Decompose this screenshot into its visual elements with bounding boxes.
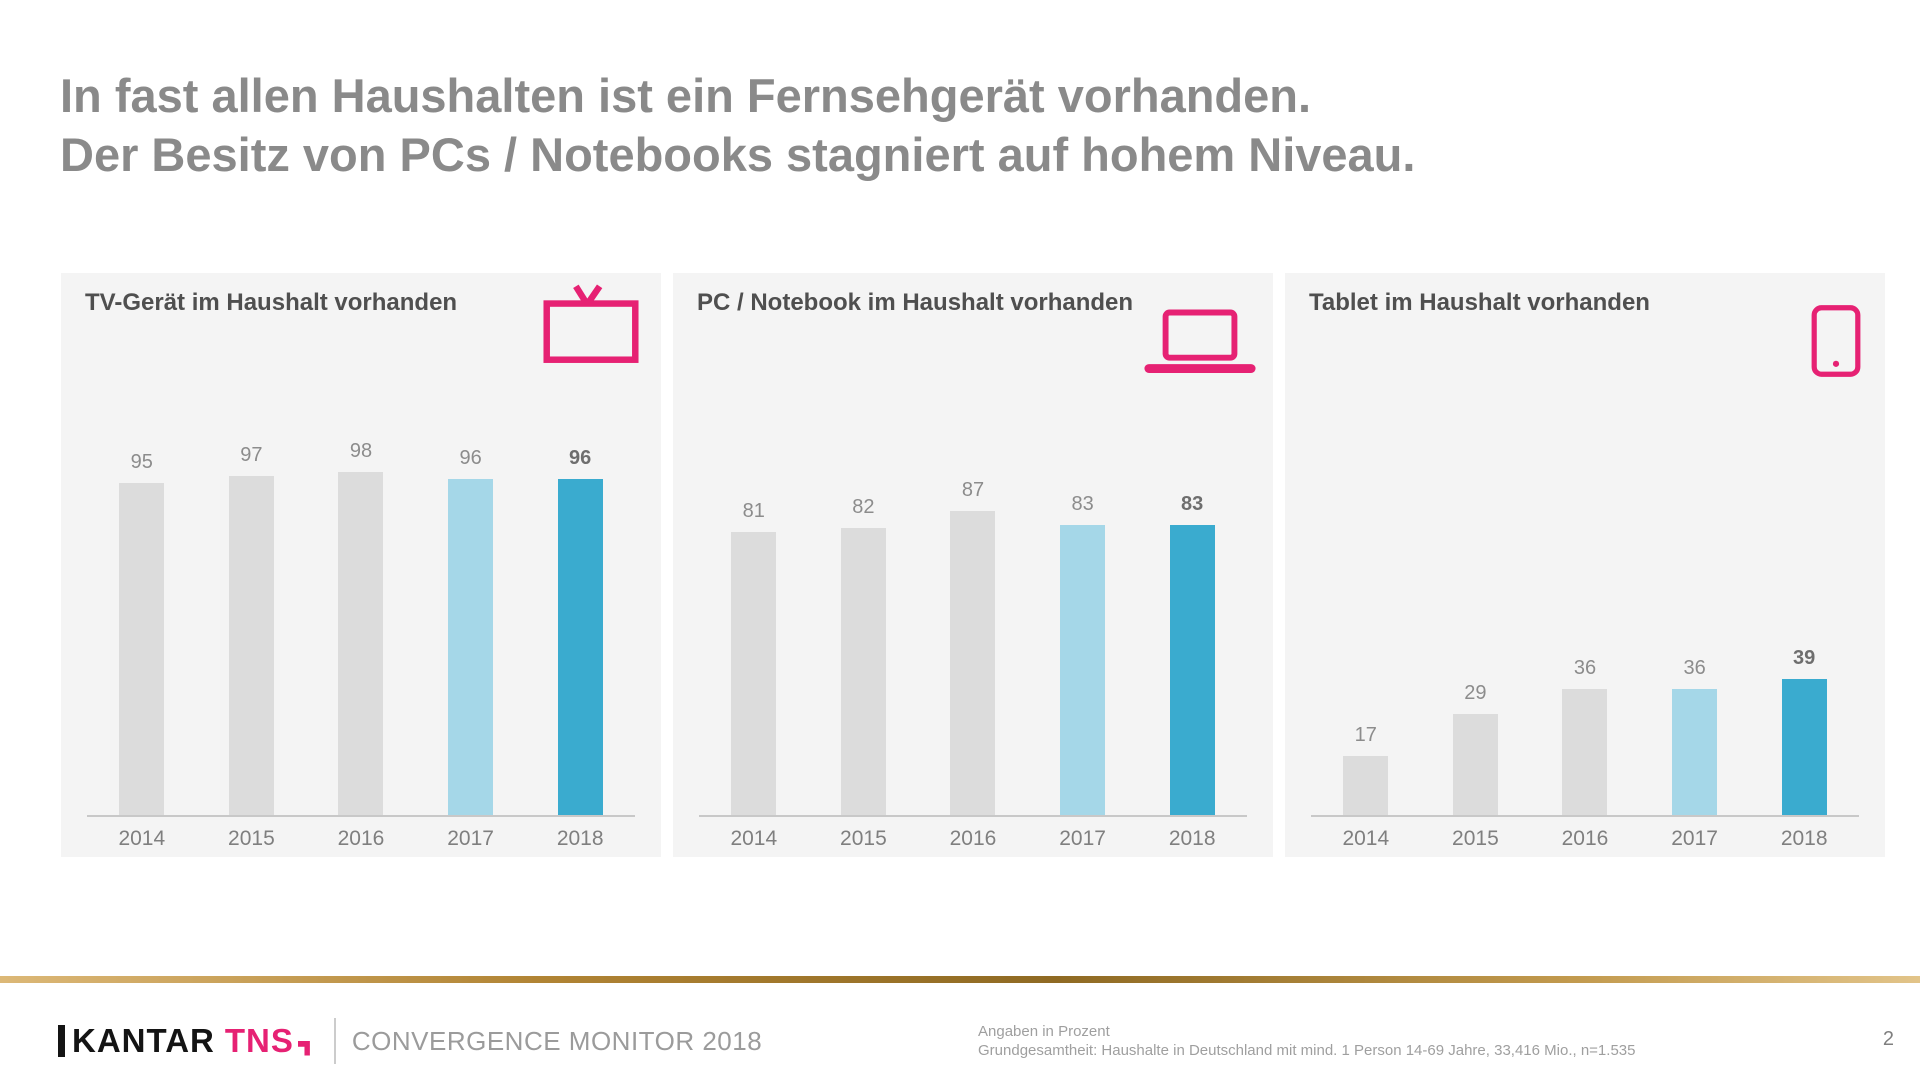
tv-icon	[537, 283, 645, 368]
axis-year-label: 2018	[1168, 827, 1216, 850]
bar-group: 36	[1640, 657, 1750, 815]
bar-value-label: 36	[1573, 657, 1597, 679]
axis-year-label: 2016	[1561, 827, 1609, 850]
axis-year-label: 2018	[1780, 827, 1828, 850]
bar-value-label: 29	[1464, 681, 1487, 704]
tablet-icon	[1809, 303, 1863, 384]
bar-2015	[840, 528, 886, 815]
bar-2016	[1562, 689, 1608, 815]
bar-value-label: 98	[349, 440, 373, 462]
bar-2016	[338, 472, 384, 815]
laptop-icon	[1141, 307, 1259, 382]
bar-2016	[950, 510, 996, 815]
kantar-logo-bar	[58, 1025, 65, 1057]
bar-group: 96	[525, 447, 635, 815]
bar-value-label: 82	[852, 496, 875, 518]
bar-2015	[1452, 713, 1498, 815]
axis-year-label: 2014	[730, 827, 778, 850]
bar-2018	[1169, 524, 1215, 815]
bar-value-label: 17	[1354, 723, 1377, 746]
chart-title: Tablet im Haushalt vorhanden	[1309, 289, 1650, 316]
bar-value-label: 96	[459, 447, 482, 469]
slide-title: In fast allen Haushalten ist ein Fernseh…	[60, 66, 1415, 184]
years: 2014 2015 2016 2017 2018	[87, 827, 635, 851]
slide-title-line1: In fast allen Haushalten ist ein Fernseh…	[60, 69, 1312, 122]
footnote: Angaben in Prozent Grundgesamtheit: Haus…	[978, 1022, 1635, 1060]
bar-2018	[1781, 678, 1827, 815]
kantar-logo-text: KANTAR	[72, 1022, 215, 1059]
footer-gold-divider	[0, 976, 1920, 983]
axis-year-label: 2017	[1059, 827, 1106, 850]
axis-year-label: 2015	[840, 827, 887, 850]
axis-year-label: 2018	[556, 827, 604, 850]
axis-year-label: 2017	[1671, 827, 1718, 850]
bar-2014	[731, 531, 777, 815]
bar-2018	[557, 479, 603, 815]
bar-value-label: 97	[240, 443, 263, 466]
bar-value-label: 81	[742, 499, 765, 522]
bar-value-label: 36	[1683, 657, 1706, 679]
tns-logo-text: TNS	[224, 1022, 294, 1059]
bar-value-label: 83	[1181, 492, 1204, 515]
bar-group: 98	[306, 440, 416, 815]
chart-title: PC / Notebook im Haushalt vorhanden	[697, 289, 1134, 316]
bar-group: 39	[1749, 646, 1859, 815]
chart-panel-pc: PC / Notebook im Haushalt vorhanden 81 82…	[673, 273, 1273, 857]
years: 2014 2015 2016 2017 2018	[1311, 827, 1859, 851]
footnote-line2: Grundgesamtheit: Haushalte in Deutschlan…	[978, 1042, 1636, 1059]
bar-group: 81	[699, 499, 809, 815]
page-number: 2	[1882, 1028, 1894, 1050]
bar-group: 82	[809, 496, 919, 815]
chart-panel-tv: TV-Gerät im Haushalt vorhanden 95 97 98 96 9…	[61, 273, 661, 857]
bar-2017	[1060, 524, 1106, 815]
bar-group: 97	[197, 443, 307, 815]
bar-group: 17	[1311, 723, 1421, 815]
bar-group: 36	[1530, 657, 1640, 815]
bar-2014	[1343, 755, 1389, 815]
footer-vertical-divider	[333, 1018, 336, 1064]
bar-group: 29	[1421, 681, 1531, 815]
tns-logo-flag-icon	[297, 1040, 310, 1056]
chart-title: TV-Gerät im Haushalt vorhanden	[85, 289, 458, 316]
footer-subtitle: CONVERGENCE MONITOR 2018	[351, 1025, 763, 1056]
bar-2014	[119, 482, 165, 815]
axis-year-label: 2016	[949, 827, 997, 850]
bar-group: 83	[1028, 492, 1138, 815]
years: 2014 2015 2016 2017 2018	[699, 827, 1247, 851]
footer-brand: KANTAR TNS CONVERGENCE MONITOR 2018	[58, 1018, 762, 1064]
bar-value-label: 96	[569, 447, 592, 469]
bars: 81 82 87 83 83	[699, 395, 1247, 817]
bars: 17 29 36 36 39	[1311, 395, 1859, 817]
axis-year-label: 2015	[228, 827, 275, 850]
bar-value-label: 87	[961, 478, 985, 501]
bar-value-label: 39	[1793, 646, 1816, 669]
bar-2017	[448, 479, 494, 815]
bar-2015	[228, 475, 274, 815]
bar-2017	[1672, 689, 1718, 815]
axis-year-label: 2014	[1342, 827, 1390, 850]
bar-group: 96	[416, 447, 526, 815]
axis-year-label: 2015	[1452, 827, 1499, 850]
bar-group: 83	[1137, 492, 1247, 815]
axis-year-label: 2016	[337, 827, 385, 850]
bar-value-label: 83	[1071, 492, 1094, 515]
chart-panel-tablet: Tablet im Haushalt vorhanden 17 29 36 36 39 …	[1285, 273, 1885, 857]
footnote-line1: Angaben in Prozent	[978, 1023, 1110, 1040]
axis-year-label: 2014	[118, 827, 166, 850]
bar-group: 95	[87, 450, 197, 815]
bar-value-label: 95	[130, 450, 153, 473]
axis-year-label: 2017	[447, 827, 494, 850]
bar-group: 87	[918, 478, 1028, 815]
slide-title-line2: Der Besitz von PCs / Notebooks stagniert…	[60, 128, 1416, 182]
bars: 95 97 98 96 96	[87, 395, 635, 817]
